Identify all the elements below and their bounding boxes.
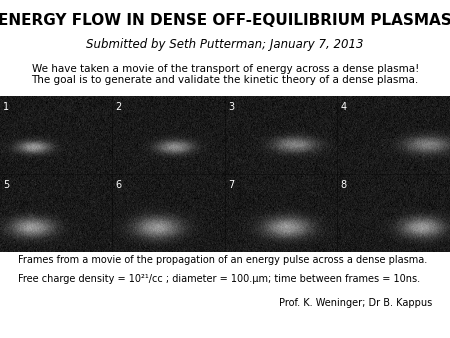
Text: 6: 6 (116, 179, 122, 190)
Text: 2: 2 (116, 102, 122, 112)
Text: Frames from a movie of the propagation of an energy pulse across a dense plasma.: Frames from a movie of the propagation o… (18, 255, 427, 265)
Text: We have taken a movie of the transport of energy across a dense plasma!
The goal: We have taken a movie of the transport o… (32, 64, 419, 85)
Text: 3: 3 (228, 102, 234, 112)
Text: Free charge density = 10²¹/cc ; diameter = 100.μm; time between frames = 10ns.: Free charge density = 10²¹/cc ; diameter… (18, 274, 420, 284)
Text: 7: 7 (228, 179, 234, 190)
Text: 8: 8 (341, 179, 346, 190)
Text: 4: 4 (341, 102, 346, 112)
Text: Prof. K. Weninger; Dr B. Kappus: Prof. K. Weninger; Dr B. Kappus (279, 298, 432, 308)
Text: Submitted by Seth Putterman; January 7, 2013: Submitted by Seth Putterman; January 7, … (86, 38, 364, 51)
Text: ENERGY FLOW IN DENSE OFF-EQUILIBRIUM PLASMAS: ENERGY FLOW IN DENSE OFF-EQUILIBRIUM PLA… (0, 13, 450, 28)
Text: 1: 1 (3, 102, 9, 112)
Text: 5: 5 (3, 179, 9, 190)
